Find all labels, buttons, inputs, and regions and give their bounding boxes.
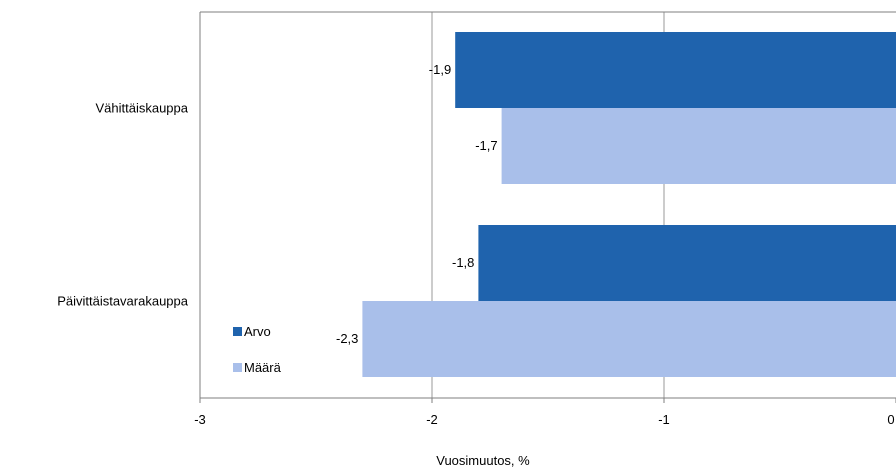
category-label: Vähittäiskauppa <box>95 101 188 116</box>
category-labels: Vähittäiskauppa Päivittäistavarakauppa <box>57 101 189 309</box>
plot-frame <box>199 11 896 399</box>
x-tick-label: -3 <box>194 412 206 427</box>
legend-swatch <box>233 363 242 372</box>
x-axis-title: Vuosimuutos, % <box>436 453 530 468</box>
data-label: -1,7 <box>475 138 497 153</box>
legend-swatch <box>233 327 242 336</box>
bars <box>362 32 896 377</box>
legend: Arvo Määrä <box>233 324 282 375</box>
category-label: Päivittäistavarakauppa <box>57 294 189 309</box>
x-tick-label: 0 <box>887 412 894 427</box>
legend-label: Määrä <box>244 360 282 375</box>
bar <box>501 108 896 184</box>
data-label: -1,8 <box>452 255 474 270</box>
legend-label: Arvo <box>244 324 271 339</box>
data-label: -1,9 <box>429 62 451 77</box>
bar <box>362 301 896 377</box>
data-label: -2,3 <box>336 331 358 346</box>
bar <box>478 225 896 301</box>
data-labels: -1,9 -1,7 -1,8 -2,3 <box>336 62 498 346</box>
bar <box>455 32 896 108</box>
x-tick-label: -1 <box>658 412 670 427</box>
x-axis-ticks: -3 -2 -1 0 <box>194 398 896 427</box>
x-tick-label: -2 <box>426 412 438 427</box>
